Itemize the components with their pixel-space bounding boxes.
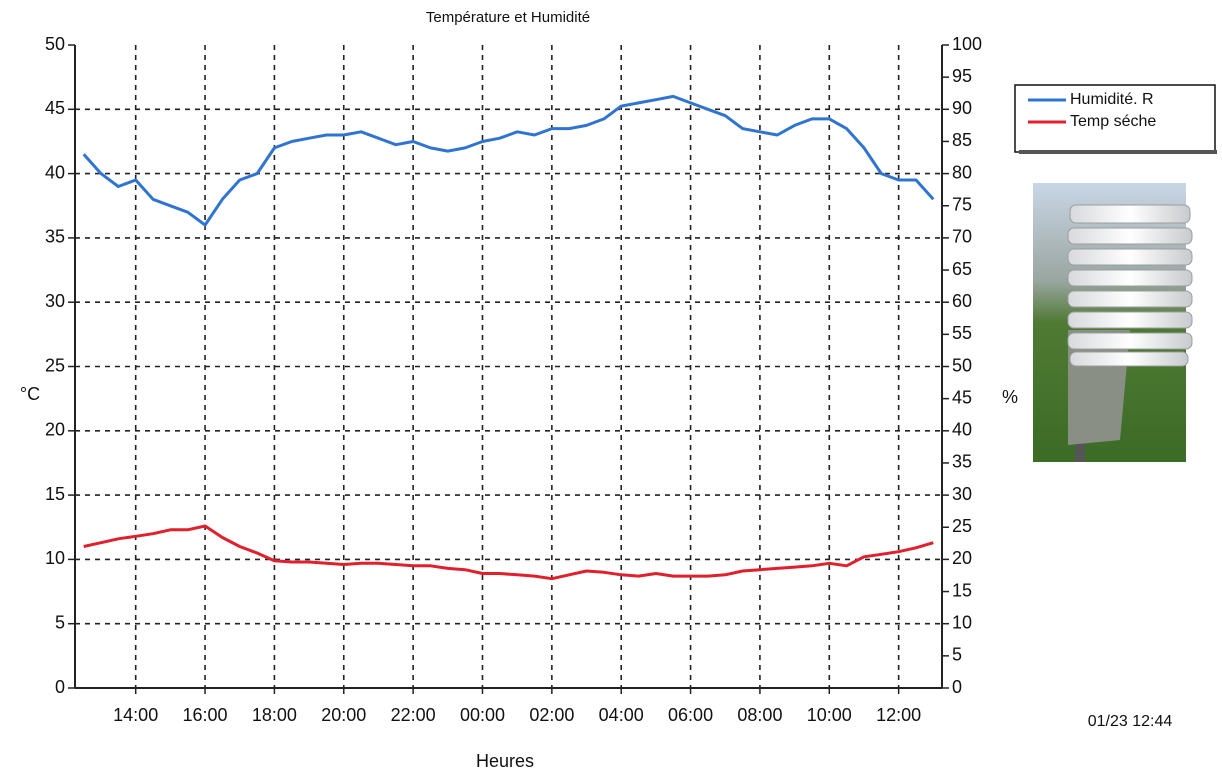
legend-box bbox=[1014, 84, 1216, 153]
y-tick-label: 35 bbox=[45, 227, 65, 247]
y2-tick-label: 25 bbox=[952, 516, 972, 536]
x-tick-label: 12:00 bbox=[876, 705, 921, 725]
x-tick-label: 22:00 bbox=[391, 705, 436, 725]
series-line bbox=[82, 94, 935, 227]
legend: Humidité. R Temp séche bbox=[1014, 84, 1217, 154]
y2-tick-label: 80 bbox=[952, 162, 972, 182]
y2-tick-label: 75 bbox=[952, 195, 972, 215]
x-tick-label: 08:00 bbox=[737, 705, 782, 725]
photo-shield bbox=[1067, 204, 1193, 367]
y2-tick-label: 20 bbox=[952, 548, 972, 568]
y2-axis-label: % bbox=[1002, 387, 1018, 407]
y2-tick-label: 45 bbox=[952, 387, 972, 407]
x-tick-label: 16:00 bbox=[183, 705, 228, 725]
y2-tick-label: 15 bbox=[952, 580, 972, 600]
y-tick-label: 5 bbox=[55, 612, 65, 632]
y2-tick-label: 85 bbox=[952, 130, 972, 150]
y-tick-label: 20 bbox=[45, 420, 65, 440]
y2-tick-label: 90 bbox=[952, 98, 972, 118]
y2-tick-label: 10 bbox=[952, 612, 972, 632]
y2-tick-label: 35 bbox=[952, 452, 972, 472]
x-axis-label: Heures bbox=[476, 751, 534, 771]
sensor-photo bbox=[1033, 183, 1193, 462]
x-tick-label: 06:00 bbox=[668, 705, 713, 725]
timestamp: 01/23 12:44 bbox=[1088, 713, 1173, 730]
y-tick-label: 25 bbox=[45, 355, 65, 375]
y2-tick-label: 50 bbox=[952, 355, 972, 375]
chart-title: Température et Humidité bbox=[426, 9, 590, 26]
y2-tick-label: 5 bbox=[952, 645, 962, 665]
y2-tick-label: 40 bbox=[952, 420, 972, 440]
series-line bbox=[83, 524, 934, 581]
y-tick-label: 40 bbox=[45, 162, 65, 182]
x-tick-label: 18:00 bbox=[252, 705, 297, 725]
y2-tick-label: 0 bbox=[952, 677, 962, 697]
legend-label: Humidité. R bbox=[1070, 91, 1154, 108]
y-tick-label: 15 bbox=[45, 484, 65, 504]
x-tick-label: 20:00 bbox=[321, 705, 366, 725]
y-tick-label: 45 bbox=[45, 98, 65, 118]
y-tick-label: 30 bbox=[45, 291, 65, 311]
x-tick-label: 14:00 bbox=[113, 705, 158, 725]
y2-tick-label: 70 bbox=[952, 227, 972, 247]
y-axis-label: °C bbox=[20, 384, 40, 404]
y-tick-label: 0 bbox=[55, 677, 65, 697]
y2-tick-label: 30 bbox=[952, 484, 972, 504]
x-tick-label: 10:00 bbox=[807, 705, 852, 725]
y-tick-label: 50 bbox=[45, 34, 65, 54]
legend-shadow bbox=[1019, 150, 1217, 154]
y2-tick-label: 65 bbox=[952, 259, 972, 279]
y2-tick-label: 100 bbox=[952, 34, 982, 54]
x-tick-label: 04:00 bbox=[599, 705, 644, 725]
y2-tick-label: 60 bbox=[952, 291, 972, 311]
y2-tick-label: 95 bbox=[952, 66, 972, 86]
legend-label: Temp séche bbox=[1070, 113, 1156, 130]
y2-tick-label: 55 bbox=[952, 323, 972, 343]
x-tick-label: 00:00 bbox=[460, 705, 505, 725]
y-tick-label: 10 bbox=[45, 548, 65, 568]
x-tick-label: 02:00 bbox=[529, 705, 574, 725]
